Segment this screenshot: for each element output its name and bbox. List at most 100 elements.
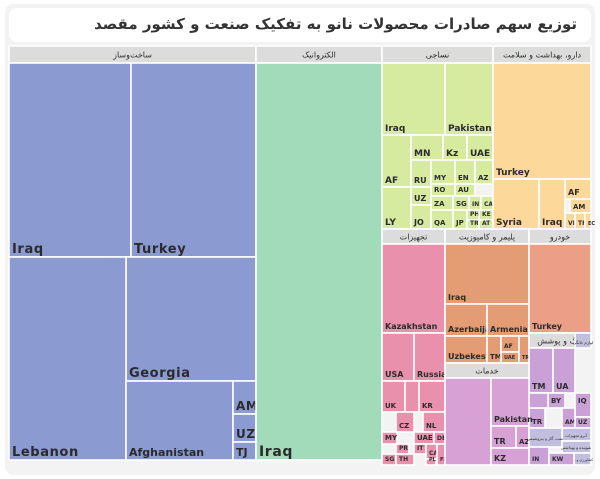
cell-equipment-th-label: TH [399,456,408,463]
cell-paint-tm-label: TM [532,382,545,391]
cell-equipment-uk-label: UK [385,402,397,410]
cell-paint-by-label: BY [551,397,562,405]
sector-label-detergent: شوینده و بهداشتی [561,445,592,450]
cell-paint-kw [548,452,575,466]
cell-paint-tm [528,347,554,394]
cell-polymer-azerbaijan-label: Azerbaijan [448,325,496,334]
cell-construction-turkey [130,62,257,258]
cell-equipment-my [381,431,398,445]
cell-services-pakistan [490,377,530,427]
cell-construction-afghanistan-label: Afghanistan [129,446,204,459]
cell-polymer-iraq [444,243,530,305]
cell-paint-kw-label: KW [552,456,564,463]
cell-equipment-th [395,453,415,466]
cell-paint-small [528,392,549,409]
cell-textile-ly-label: LY [385,218,396,228]
cell-polymer-uzbekestan-label: Uzbekestan [448,352,501,361]
chart-title: توزیع سهم صادرات محصولات نانو به تفکیک ص… [94,15,577,33]
cell-textile-en-label: EN [458,174,469,182]
cell-construction-lebanon-label: Lebanon [12,445,79,460]
cell-textile-az-label: AZ [478,174,489,182]
cell-equipment-uae-label: UAE [417,434,433,442]
sector-label-polymer: پلیمر و کامپوزیت [459,233,515,242]
cell-equipment-kazakhstan-label: Kazakhstan [385,322,438,331]
cell-services-kz-label: KZ [494,454,506,463]
cell-construction-turkey-label: Turkey [134,242,186,257]
cell-textile-af-label: AF [385,176,398,186]
cell-polymer-iraq-label: Iraq [448,293,466,302]
cell-services-large [444,377,492,466]
cell-equipment-it-label: IT [417,445,424,452]
sector-label-aero: آبرو تجهیزات [565,433,587,438]
cell-health-am-label: AM [573,203,585,211]
cell-textile-ro-label: RO [434,186,445,194]
cell-equipment-pl-label: PL [429,457,437,463]
cell-automotive-turkey-label: Turkey [532,322,563,331]
sector-label-textile: نساجی [426,51,449,60]
cell-equipment-small [404,380,420,413]
cell-polymer-armenia-label: Armenia [490,325,528,334]
cell-textile-mn-label: MN [414,149,431,159]
cell-textile-af [381,134,412,188]
cell-paint-tr-label: TR [532,418,543,426]
cell-construction-uz-label: UZ [236,427,256,441]
cell-construction-tj-label: TJ [236,446,248,459]
cell-health-syria [492,178,540,230]
sector-label-automotive: خودرو [549,233,570,242]
cell-polymer-tm-label: TM [490,353,502,361]
cell-textile-za-label: ZA [434,200,445,208]
cell-textile-pakistan-label: Pakistan [448,124,492,134]
chart-frame: توزیع سهم صادرات محصولات نانو به تفکیک ص… [5,4,595,475]
cell-paint-iq-label: IQ [578,397,587,405]
cell-services-pakistan-label: Pakistan [494,415,533,424]
sector-home-appliances [574,332,592,349]
cell-textile-in-label: IN [472,201,479,208]
title-bar: توزیع سهم صادرات محصولات نانو به تفکیک ص… [9,8,591,42]
cell-textile-tr-label: TR [470,220,479,227]
cell-construction-georgia [125,256,257,382]
cell-paint-uz-label: UZ [578,419,588,426]
cell-construction-georgia-label: Georgia [129,366,191,381]
sector-label-paint: رنگ و پوشش [537,336,583,346]
cell-textile-jp-label: JP [455,219,464,227]
cell-services-az-label: AZ [519,438,530,446]
cell-construction-lebanon [8,256,127,461]
cell-equipment-ca-label: CA [429,450,438,457]
cell-textile-uz-label: UZ [414,194,426,203]
sector-label-health: دارو، بهداشت و سلامت [503,51,582,60]
cell-equipment-kr-label: KR [422,402,433,410]
cell-health-ve-label: VE [568,220,577,227]
cell-health-iraq [538,178,566,230]
cell-textile-ru-label: RU [414,176,427,185]
cell-electro-iraq [255,62,383,461]
cell-health-ec-label: EC [588,221,595,227]
cell-equipment-pr-label: PR [399,445,408,452]
cell-paint-am-label: AM [565,419,576,426]
cell-equipment-kazakhstan [381,243,446,334]
cell-equipment-usa-label: USA [385,370,404,379]
cell-textile-my-label: MY [434,174,447,182]
cell-textile-kz-label: Kz [446,149,458,159]
cell-equipment-pl [425,458,437,466]
cell-construction-iraq-label: Iraq [12,242,44,257]
cell-electro-iraq-label: Iraq [259,444,293,460]
cell-services-tr-label: TR [494,437,506,446]
cell-paint-in-label: IN [532,456,539,463]
cell-polymer-tr-label: TR [522,355,529,361]
sector-label-services: خدمات [475,367,498,376]
treemap-chart: ساخت‌وساز Iraq Turkey Georgia Lebanon Afghani… [8,45,595,466]
cell-health-turkey-label: Turkey [496,168,530,178]
cell-polymer-uae-label: UAE [504,355,516,361]
cell-equipment-de-label: DE [437,435,446,442]
cell-equipment-sg-label: SG [385,456,394,463]
cell-construction-iraq [8,62,132,258]
cell-paint-ua-label: UA [556,382,569,391]
cell-health-th-label: TH [578,220,587,227]
cell-equipment-cz [395,411,415,433]
cell-health-syria-label: Syria [496,218,522,228]
cell-textile-kz [442,134,468,161]
cell-textile-sg-label: SG [456,200,467,208]
sector-label-construction: ساخت‌وساز [112,51,152,60]
cell-textile-ca-label: CA [484,201,493,208]
sector-label-agri: کشاورزی و غذا [571,458,594,462]
